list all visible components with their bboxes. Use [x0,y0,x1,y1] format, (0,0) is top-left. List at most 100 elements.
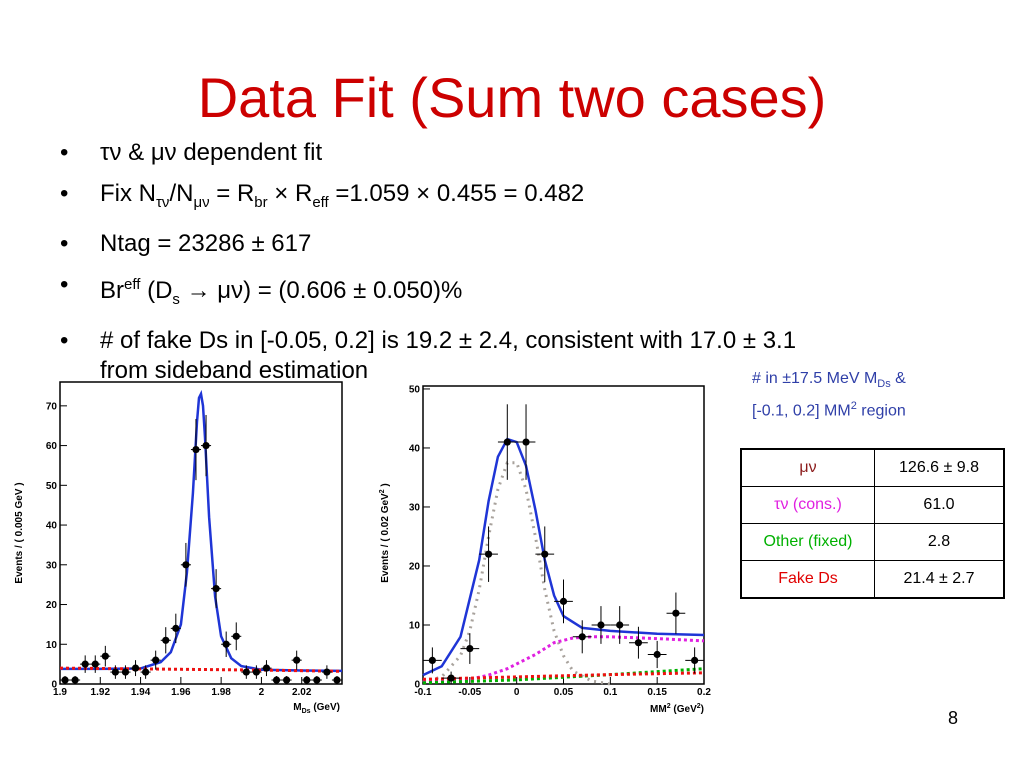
x-tick-label: 0 [514,687,520,698]
data-point [272,676,281,684]
data-point [252,668,260,676]
x-axis-label-unit: (GeV) [311,702,340,713]
data-point [634,639,643,647]
data-point [131,664,140,672]
y-tick-label: 20 [46,600,58,611]
x-axis-label-sup: 2 [667,703,671,710]
x-tick-label: 0.05 [554,687,574,698]
data-point [232,632,240,640]
y-tick-label: 70 [46,401,58,412]
bullet-list: τν & μν dependent fit Fix Nτν/Nμν = Rbr … [60,138,960,397]
subscript: μν [193,193,210,211]
subscript: br [254,193,268,211]
data-point [293,656,301,664]
x-tick-label: 1.9 [53,687,67,698]
curve-- [422,635,705,684]
table-label-cell: Fake Ds [740,560,875,599]
bullet-item: # of fake Ds in [-0.05, 0.2] is 19.2 ± 2… [60,326,960,386]
x-tick-label: 2.02 [292,687,312,698]
x-tick-label: 0.2 [697,687,711,698]
table-value-cell: 2.8 [874,523,1005,561]
bullet-text: /N [169,180,194,207]
subscript: eff [312,193,329,211]
table-label-cell: Other (fixed) [740,523,875,561]
table-value-cell: 126.6 ± 9.8 [874,448,1005,487]
y-axis-label: Events / ( 0.02 GeV2 ) [379,483,391,583]
data-point [121,668,130,676]
data-point [172,624,180,632]
table-row: Fake Ds 21.4 ± 2.7 [740,560,1005,599]
data-point [559,597,568,605]
data-point [653,650,661,659]
bullet-text: = R [209,180,255,207]
bullet-text: Fix N [100,180,156,207]
data-point [313,676,321,684]
x-tick-label: -0.1 [414,687,432,698]
note-subscript: Ds [877,378,891,391]
y-axis-label-sup: 2 [379,489,386,493]
y-tick-label: 60 [46,441,58,452]
y-tick-label: 50 [46,481,58,492]
y-tick-label: 40 [409,443,421,454]
data-point [91,660,99,668]
data-point [162,636,170,644]
x-tick-label: 1.92 [91,687,111,698]
data-point [303,676,311,684]
tau-nu-symbol: τν [100,139,122,166]
bullet-item: Breff (Ds → μν) = (0.606 ± 0.050)% [60,270,960,315]
note-text: [-0.1, 0.2] MM [752,402,851,420]
bullet-item: Ntag = 23286 ± 617 [60,229,960,259]
bullet-item: τν & μν dependent fit [60,138,960,168]
note-superscript: 2 [850,400,857,413]
y-tick-label: 10 [46,640,58,651]
table-row: μν 126.6 ± 9.8 [740,448,1005,487]
slide-title: Data Fit (Sum two cases) [197,66,827,129]
data-points [60,414,342,684]
bullet-text: dependent fit [176,139,323,166]
bullet-text: → μν) = (0.606 ± 0.050)% [179,276,463,304]
table-value-cell: 21.4 ± 2.7 [874,560,1005,599]
data-point [212,585,220,593]
region-note: # in ±17.5 MeV MDs & [-0.1, 0.2] MM2 reg… [752,368,972,423]
data-point [616,621,624,629]
y-tick-label: 0 [51,680,57,691]
bullet-text: =1.059 × 0.455 = 0.482 [328,180,585,207]
x-tick-label: 1.94 [131,687,151,698]
fit-curves [422,437,705,686]
data-point [522,438,530,446]
data-point [503,438,511,446]
x-tick-label: 2 [259,687,265,698]
y-tick-label: 40 [46,521,58,532]
data-point [672,609,680,617]
x-axis-label-end: ) [701,704,704,715]
data-point [578,633,586,641]
x-tick-label: 1.98 [211,687,231,698]
data-point [71,676,79,684]
y-tick-label: 20 [409,561,421,572]
data-point [597,621,605,629]
subscript: s [172,290,180,308]
y-tick-label: 50 [409,384,421,395]
bullet-text: (D [140,276,173,304]
note-text: region [856,402,906,420]
mu-nu-symbol: μν [150,139,177,166]
data-point [262,664,271,672]
y-axis-label: Events / ( 0.005 GeV ) [14,482,25,583]
data-points [423,404,704,684]
x-axis-label-sub: Ds [302,708,311,715]
bullet-text: # of fake Ds in [-0.05, 0.2] is 19.2 ± 2… [100,326,797,354]
bullet-text: Ntag = 23286 ± 617 [100,229,312,257]
data-point [428,656,436,664]
y-tick-label: 30 [46,560,58,571]
table-value-cell: 61.0 [874,486,1005,524]
bullet-text: & [121,139,151,166]
data-point [111,668,119,676]
x-tick-label: -0.05 [458,687,481,698]
superscript: eff [124,275,141,293]
yield-table: μν 126.6 ± 9.8 τν (cons.) 61.0 Other (fi… [740,448,1005,599]
data-point [242,668,250,676]
data-point [142,668,150,676]
data-point [101,652,109,660]
